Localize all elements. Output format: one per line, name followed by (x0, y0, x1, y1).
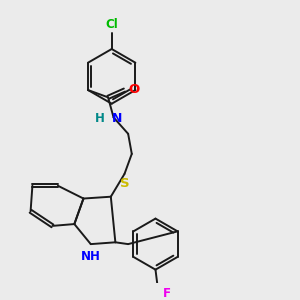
Text: S: S (120, 177, 129, 190)
Text: NH: NH (81, 250, 101, 262)
Text: N: N (112, 112, 122, 125)
Text: F: F (163, 287, 171, 300)
Text: O: O (128, 82, 140, 96)
Text: Cl: Cl (105, 18, 118, 31)
Text: H: H (94, 112, 104, 125)
